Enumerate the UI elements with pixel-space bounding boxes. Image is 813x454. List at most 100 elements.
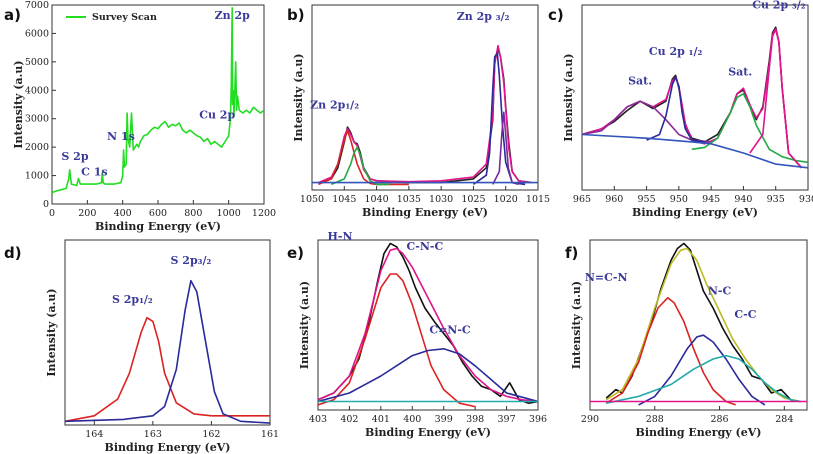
plot-frame	[64, 239, 271, 426]
x-tick-label: 398	[466, 414, 484, 425]
plot-frame	[581, 4, 809, 191]
x-axis-title: Binding Energy (eV)	[632, 206, 758, 219]
chart-panel-e: e) 403 402 401 400 399 398 397 396 Binding Energy…	[287, 230, 547, 439]
series-line-cu-2p3-2	[749, 28, 803, 169]
x-tick-label: 1035	[397, 194, 421, 205]
series-line-n-c	[638, 334, 766, 406]
y-axis-title: Intensity (a.u)	[298, 281, 311, 369]
x-axis-title: Binding Energy (eV)	[105, 441, 231, 454]
x-tick-label: 288	[646, 414, 664, 425]
x-tick-label: 945	[702, 194, 720, 205]
x-tick-label: 800	[184, 208, 202, 219]
panel-label: e)	[287, 244, 304, 262]
y-tick-label: 5000	[25, 57, 49, 68]
x-tick-label: 965	[573, 194, 591, 205]
y-axis-title: Intensity (a.u)	[292, 53, 305, 141]
series-line-s-2p3-2	[65, 279, 270, 424]
series-line-survey-scan	[52, 7, 264, 194]
series-line-c-c	[606, 354, 801, 404]
x-tick-label: 1015	[526, 194, 550, 205]
x-tick-label: 1000	[217, 208, 241, 219]
panel-label: d)	[4, 244, 22, 262]
x-axis-title: Binding Energy (eV)	[636, 426, 762, 439]
legend-label: Survey Scan	[92, 12, 157, 23]
y-tick-label: 4000	[25, 85, 49, 96]
x-tick-label: 402	[340, 414, 358, 425]
x-tick-label: 930	[799, 194, 813, 205]
series-line-fit-envelope	[318, 247, 538, 403]
panel-label: b)	[287, 6, 305, 24]
x-tick-label: 1200	[252, 208, 276, 219]
y-axis-title: Intensity (a.u)	[12, 60, 25, 148]
series-line-fit-envelope	[318, 44, 532, 184]
series-line-fit-envelope	[605, 247, 801, 403]
series-line-cu-2p1-2-satellite	[582, 100, 712, 143]
y-axis-title: Intensity (a.u)	[45, 288, 58, 376]
peak-annotation: H-N	[327, 230, 352, 243]
x-tick-label: 1030	[429, 194, 453, 205]
x-tick-label: 161	[261, 429, 279, 440]
peak-annotation: Zn 2p ₃/₂	[457, 10, 510, 23]
x-tick-label: 397	[498, 414, 516, 425]
series-line-s-2p1-2	[65, 316, 270, 423]
chart-panel-b: b) 1050 1045 1040 1035 1030 1025 1020 1015 Bindin…	[287, 4, 550, 219]
x-tick-label: 940	[734, 194, 752, 205]
x-tick-label: 164	[85, 429, 103, 440]
panel-label: f)	[565, 244, 578, 262]
x-tick-label: 1025	[461, 194, 485, 205]
peak-annotation: Cu 2p ₁/₂	[649, 45, 703, 58]
x-axis-title: Binding Energy (eV)	[365, 426, 491, 439]
peak-annotation: S 2p	[61, 150, 88, 163]
peak-annotation: N 1s	[107, 130, 135, 143]
y-tick-label: 7000	[25, 0, 49, 11]
y-tick-label: 0	[43, 199, 49, 210]
peak-annotation: Cu 2p ₃/₂	[752, 0, 806, 12]
peak-annotation: Cu 2p	[199, 109, 235, 122]
y-axis-title: Intensity (a.u)	[562, 53, 575, 141]
peak-annotation: C 1s	[81, 166, 107, 179]
y-tick-label: 3000	[25, 114, 49, 125]
x-tick-label: 935	[767, 194, 785, 205]
plot-frame	[311, 4, 539, 191]
x-axis-title: Binding Energy (eV)	[95, 220, 221, 233]
x-tick-label: 0	[49, 208, 55, 219]
x-tick-label: 290	[581, 414, 599, 425]
peak-annotation: S 2p₁/₂	[112, 293, 153, 306]
series-line-experimental	[605, 242, 801, 403]
chart-panel-a: a) 0 200 400 600 800 1000 1200 0 1000 2000 3000 4000…	[4, 0, 276, 233]
peak-annotation: Zn 2p₁/₂	[310, 99, 359, 112]
peak-annotation: C=N-C	[429, 324, 471, 337]
x-tick-label: 1040	[364, 194, 388, 205]
peak-annotation: C-N-C	[407, 240, 444, 253]
y-axis-title: Intensity (a.u)	[570, 281, 583, 369]
series-line-c-n-c	[318, 348, 538, 403]
x-tick-label: 399	[435, 414, 453, 425]
chart-panel-d: d) 164 163 162 161 Binding Energy (eV) Intensi…	[4, 239, 279, 454]
y-tick-label: 1000	[25, 171, 49, 182]
x-tick-label: 400	[114, 208, 132, 219]
x-axis-title: Binding Energy (eV)	[362, 206, 488, 219]
x-tick-label: 1045	[332, 194, 356, 205]
chart-panel-f: f) 290 288 286 284 Binding Energy (eV) Intensi…	[565, 239, 808, 439]
peak-annotation: N-C	[708, 284, 732, 297]
x-tick-label: 396	[529, 414, 547, 425]
series-line-cu-2p1-2	[646, 76, 705, 143]
x-tick-label: 401	[372, 414, 390, 425]
x-tick-label: 403	[309, 414, 327, 425]
series-line-experimental	[318, 242, 538, 404]
series-line-cu-2p3-2-satellite	[691, 93, 808, 164]
panel-label: c)	[548, 6, 564, 24]
panel-label: a)	[4, 6, 21, 24]
x-tick-label: 286	[710, 414, 728, 425]
x-tick-label: 162	[202, 429, 220, 440]
peak-annotation: S 2p₃/₂	[171, 254, 212, 267]
series-line-n-c-n	[605, 297, 736, 406]
series-line-baseline	[582, 133, 808, 169]
series-line-zn-2p3-2-component-b	[492, 111, 519, 186]
x-tick-label: 955	[638, 194, 656, 205]
peak-annotation: Sat.	[628, 75, 652, 88]
x-tick-label: 400	[403, 414, 421, 425]
x-tick-label: 1020	[494, 194, 518, 205]
x-tick-label: 1050	[300, 194, 324, 205]
plot-frame	[317, 239, 539, 411]
